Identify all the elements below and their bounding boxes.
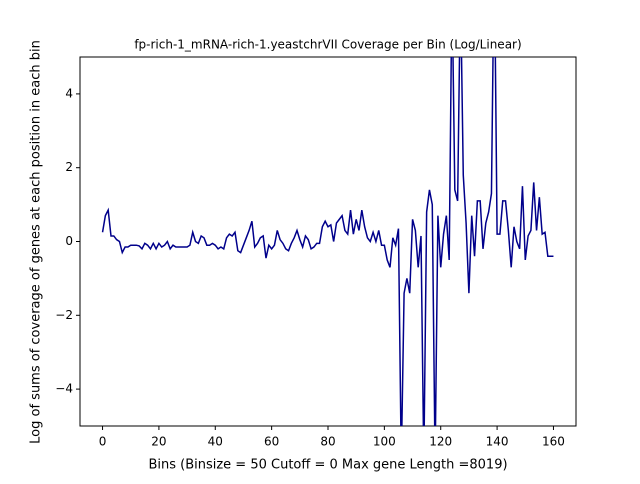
x-tick-label: 100 bbox=[373, 435, 396, 449]
y-tick-label: 2 bbox=[65, 160, 73, 174]
x-tick-label: 160 bbox=[542, 435, 565, 449]
y-axis-label: Log of sums of coverage of genes at each… bbox=[29, 40, 44, 444]
x-axis-label: Bins (Binsize = 50 Cutoff = 0 Max gene L… bbox=[148, 458, 507, 473]
x-tick-label: 0 bbox=[99, 435, 107, 449]
y-tick-label: −2 bbox=[55, 308, 73, 322]
x-tick-label: 20 bbox=[151, 435, 166, 449]
x-tick-label: 80 bbox=[320, 435, 335, 449]
y-tick-label: 0 bbox=[65, 234, 73, 248]
x-tick-label: 60 bbox=[264, 435, 279, 449]
y-tick-label: −4 bbox=[55, 382, 73, 396]
y-tick-label: 4 bbox=[65, 86, 73, 100]
x-tick-label: 40 bbox=[208, 435, 223, 449]
data-line bbox=[101, 57, 554, 426]
chart-title: fp-rich-1_mRNA-rich-1.yeastchrVII Covera… bbox=[134, 38, 521, 52]
x-tick-label: 140 bbox=[486, 435, 509, 449]
x-tick-label: 120 bbox=[429, 435, 452, 449]
